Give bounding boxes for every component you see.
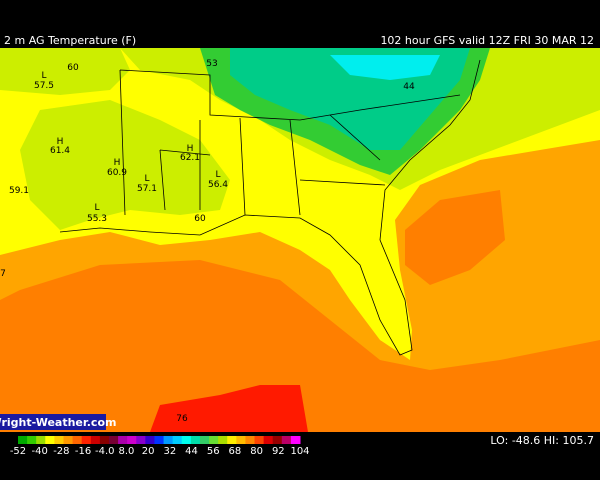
pressure-center: L bbox=[144, 174, 149, 184]
state-borders bbox=[119, 69, 461, 216]
branding: Wright-Weather.com bbox=[0, 416, 116, 429]
color-scale: -52 -40 -28 -16 -4.0 8.0 20 32 44 56 68 80 92 104 bbox=[10, 436, 310, 457]
pressure-center: H bbox=[114, 158, 121, 168]
temp-field bbox=[20, 100, 230, 230]
color-swatch bbox=[163, 436, 174, 444]
color-swatch bbox=[209, 436, 219, 444]
map-value: 59.1 bbox=[9, 186, 29, 196]
map-value: 57.1 bbox=[137, 184, 157, 194]
color-swatch bbox=[236, 436, 246, 444]
map-value: 76 bbox=[176, 414, 188, 424]
color-swatch bbox=[63, 436, 74, 444]
pressure-center: H bbox=[187, 144, 194, 154]
pressure-center: L bbox=[215, 170, 220, 180]
temp-field bbox=[330, 55, 440, 80]
color-swatch bbox=[72, 436, 83, 444]
color-swatch bbox=[227, 436, 237, 444]
color-swatch bbox=[218, 436, 228, 444]
scale-label: 68 bbox=[229, 446, 242, 457]
color-swatch bbox=[199, 436, 210, 444]
branding-box bbox=[0, 414, 106, 430]
color-swatch bbox=[90, 436, 101, 444]
color-swatch bbox=[154, 436, 165, 444]
map-labels: L 57.5 60 H 61.4 59.1 H 60.9 L 57.1 H 62… bbox=[0, 59, 415, 424]
color-swatch bbox=[18, 436, 28, 444]
color-swatch bbox=[45, 436, 55, 444]
scale-label: 44 bbox=[185, 446, 198, 457]
color-swatch bbox=[145, 436, 155, 444]
map-value: 62.1 bbox=[180, 153, 200, 163]
map-value: 60 bbox=[194, 214, 206, 224]
scale-label: 92 bbox=[272, 446, 285, 457]
map-value: 53 bbox=[206, 59, 217, 69]
coastline bbox=[59, 59, 481, 356]
map-value: 55.3 bbox=[87, 214, 107, 224]
color-swatch bbox=[99, 436, 110, 444]
map-value: 60 bbox=[67, 63, 79, 73]
color-swatch bbox=[108, 436, 119, 444]
pressure-center: L bbox=[94, 203, 99, 213]
color-swatch bbox=[54, 436, 64, 444]
scale-label: 8.0 bbox=[119, 446, 135, 457]
color-swatch bbox=[254, 436, 265, 444]
scale-label: -52 bbox=[10, 446, 26, 457]
temp-field bbox=[0, 260, 600, 432]
color-swatch bbox=[290, 436, 301, 444]
range-stats: LO: -48.6 HI: 105.7 bbox=[490, 434, 594, 447]
map-value: 56.4 bbox=[208, 180, 228, 190]
map bbox=[0, 48, 600, 432]
pressure-center: L bbox=[41, 71, 46, 81]
color-swatch bbox=[181, 436, 192, 444]
color-swatch bbox=[81, 436, 92, 444]
scale-label: 32 bbox=[163, 446, 176, 457]
map-title: 2 m AG Temperature (F) bbox=[4, 34, 136, 47]
map-value: 57.5 bbox=[34, 81, 54, 91]
valid-time: 102 hour GFS valid 12Z FRI 30 MAR 12 bbox=[380, 34, 594, 47]
scale-label: 20 bbox=[142, 446, 155, 457]
scale-label: -16 bbox=[75, 446, 91, 457]
pressure-center: H bbox=[57, 137, 64, 147]
color-swatch bbox=[136, 436, 146, 444]
map-value: 60.9 bbox=[107, 168, 127, 178]
scale-label: 56 bbox=[207, 446, 220, 457]
temp-field bbox=[150, 385, 308, 432]
color-swatch bbox=[190, 436, 201, 444]
scale-label: -40 bbox=[32, 446, 48, 457]
scale-label: -4.0 bbox=[95, 446, 115, 457]
temp-field bbox=[405, 190, 505, 285]
color-swatch bbox=[27, 436, 37, 444]
color-swatch bbox=[127, 436, 137, 444]
map-value: 61.4 bbox=[50, 146, 70, 156]
temp-field bbox=[0, 48, 130, 95]
color-swatch bbox=[36, 436, 46, 444]
scale-label: -28 bbox=[53, 446, 69, 457]
color-swatch bbox=[272, 436, 283, 444]
scale-label: 104 bbox=[290, 446, 309, 457]
scale-label: 80 bbox=[250, 446, 263, 457]
color-swatch bbox=[172, 436, 183, 444]
map-value: 44 bbox=[403, 82, 415, 92]
map-value: 7 bbox=[0, 269, 6, 279]
color-swatch bbox=[118, 436, 128, 444]
color-swatch bbox=[263, 436, 274, 444]
color-swatch bbox=[281, 436, 292, 444]
color-swatch bbox=[245, 436, 256, 444]
